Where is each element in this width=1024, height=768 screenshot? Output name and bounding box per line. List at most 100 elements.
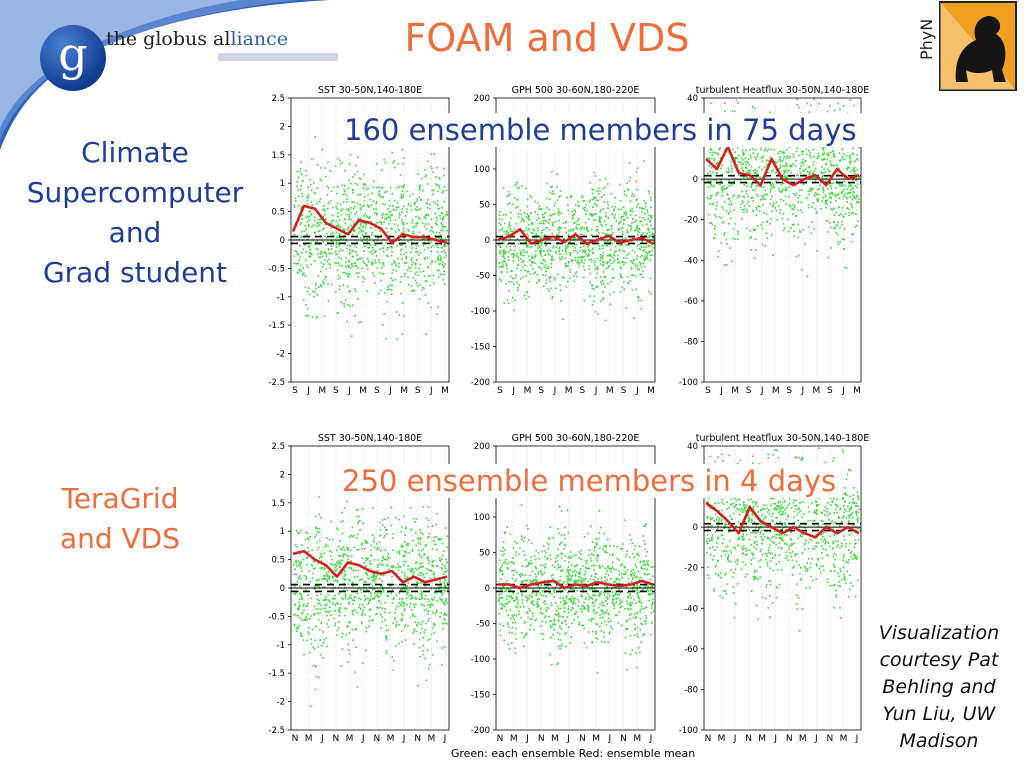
ensemble-point — [647, 214, 650, 217]
ensemble-point — [385, 635, 388, 637]
ensemble-point — [805, 148, 808, 150]
ensemble-point — [582, 256, 584, 258]
ensemble-point — [631, 249, 634, 252]
ensemble-point — [588, 567, 591, 570]
ensemble-point — [386, 213, 389, 216]
ensemble-point — [427, 555, 430, 558]
ensemble-point — [563, 607, 566, 609]
ensemble-point — [368, 620, 371, 622]
ensemble-point — [604, 233, 607, 235]
ensemble-point — [836, 164, 839, 167]
ensemble-point — [592, 214, 594, 216]
ensemble-point — [410, 205, 412, 207]
ensemble-point — [532, 257, 535, 260]
ensemble-point — [307, 266, 309, 269]
ensemble-point — [360, 622, 363, 625]
ensemble-point — [314, 216, 316, 218]
ensemble-point — [392, 161, 395, 164]
ensemble-point — [746, 176, 748, 178]
ensemble-point — [369, 597, 372, 600]
ensemble-point — [398, 266, 401, 268]
ensemble-point — [378, 192, 381, 195]
ensemble-point — [708, 213, 710, 216]
ensemble-point — [339, 203, 342, 206]
ensemble-point — [298, 564, 300, 566]
ensemble-point — [747, 158, 750, 161]
ensemble-point — [429, 203, 431, 206]
ensemble-point — [512, 260, 515, 262]
ensemble-point — [854, 170, 857, 173]
ensemble-point — [829, 160, 832, 163]
ensemble-point — [440, 567, 443, 569]
ensemble-point — [773, 202, 775, 205]
ensemble-point — [636, 554, 638, 556]
ensemble-point — [581, 595, 584, 598]
ensemble-point — [742, 195, 745, 198]
ensemble-point — [351, 189, 354, 191]
ensemble-point — [336, 568, 338, 571]
ensemble-point — [402, 253, 405, 256]
ensemble-point — [397, 563, 399, 566]
ensemble-point — [395, 645, 397, 647]
ensemble-point — [612, 268, 614, 270]
ensemble-point — [644, 607, 646, 609]
ensemble-point — [819, 184, 822, 186]
ensemble-point — [651, 575, 654, 577]
ensemble-point — [599, 209, 602, 211]
ensemble-point — [600, 216, 602, 219]
ensemble-point — [362, 522, 364, 525]
ensemble-point — [635, 180, 638, 182]
ensemble-point — [436, 565, 439, 568]
ensemble-point — [444, 245, 447, 247]
ensemble-point — [431, 226, 433, 229]
ensemble-point — [848, 211, 851, 214]
ensemble-point — [852, 147, 854, 150]
ensemble-point — [443, 244, 445, 246]
ensemble-point — [848, 156, 851, 158]
ensemble-point — [381, 564, 384, 566]
ensemble-point — [348, 253, 351, 255]
ensemble-point — [420, 582, 422, 584]
ensemble-point — [377, 292, 380, 295]
ensemble-point — [522, 266, 524, 269]
ensemble-point — [728, 223, 730, 225]
ensemble-point — [599, 275, 602, 278]
ensemble-point — [850, 240, 853, 243]
ensemble-point — [295, 573, 298, 576]
ensemble-point — [318, 557, 321, 560]
ensemble-point — [528, 280, 530, 283]
ensemble-point — [312, 560, 315, 562]
ensemble-point — [498, 222, 501, 225]
ensemble-point — [713, 158, 716, 160]
ensemble-point — [384, 529, 387, 531]
ensemble-point — [307, 550, 310, 553]
ensemble-point — [564, 247, 567, 250]
ensemble-point — [576, 261, 578, 264]
ensemble-point — [416, 568, 418, 571]
ensemble-point — [792, 153, 795, 156]
ensemble-point — [315, 284, 317, 286]
ensemble-point — [854, 160, 856, 163]
ensemble-point — [848, 192, 850, 194]
ensemble-point — [390, 293, 393, 296]
ensemble-point — [769, 156, 772, 159]
ensemble-point — [439, 217, 442, 220]
ensemble-point — [327, 545, 329, 547]
ensemble-point — [588, 253, 590, 255]
ensemble-point — [841, 190, 844, 192]
ensemble-point — [623, 257, 625, 259]
ensemble-point — [343, 201, 345, 203]
ensemble-point — [414, 203, 416, 205]
ensemble-point — [319, 539, 321, 542]
ensemble-point — [626, 188, 629, 191]
ensemble-point — [800, 172, 802, 174]
ensemble-point — [380, 602, 383, 605]
ensemble-point — [746, 227, 748, 230]
ensemble-point — [444, 252, 446, 254]
ensemble-point — [788, 169, 790, 172]
ensemble-point — [338, 627, 340, 629]
y-tick-label: -0.5 — [268, 264, 285, 274]
ensemble-point — [775, 180, 777, 183]
ensemble-point — [299, 553, 301, 555]
ensemble-point — [417, 245, 420, 248]
